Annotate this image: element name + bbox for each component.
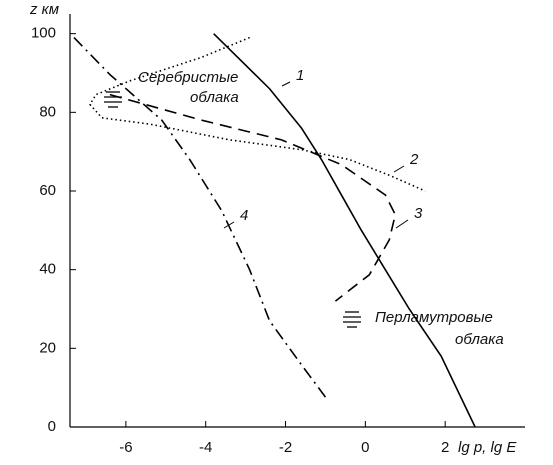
y-tick-label: 100 xyxy=(31,25,56,42)
x-tick-label: 0 xyxy=(361,439,369,456)
x-tick-label: -2 xyxy=(279,439,292,456)
y-tick-label: 40 xyxy=(39,261,56,278)
annotation: Серебристые xyxy=(138,69,238,86)
series-label: 4 xyxy=(240,207,248,224)
annotation: Перламутровые xyxy=(375,309,493,326)
y-tick-label: 0 xyxy=(48,418,56,435)
label-leader xyxy=(395,219,409,229)
y-tick-label: 80 xyxy=(39,103,56,120)
line xyxy=(109,93,397,302)
cloud-symbol xyxy=(343,311,361,328)
series-label: 1 xyxy=(296,67,304,84)
y-tick-label: 60 xyxy=(39,182,56,199)
x-tick-label: -6 xyxy=(119,439,132,456)
x-tick-label: -4 xyxy=(199,439,212,456)
label-leader xyxy=(281,81,291,87)
annotation: облака xyxy=(455,331,504,348)
line xyxy=(88,36,426,192)
x-tick-label: 2 xyxy=(441,439,449,456)
y-axis-label: z км xyxy=(29,1,59,18)
annotation: облака xyxy=(190,89,239,106)
cloud-symbol xyxy=(104,91,122,108)
line xyxy=(73,37,327,398)
y-tick-label: 20 xyxy=(39,339,56,356)
line xyxy=(213,33,476,428)
label-leader xyxy=(223,221,235,229)
series-label: 2 xyxy=(409,151,419,168)
x-axis-label: lg p, lg E xyxy=(458,439,517,456)
series-label: 3 xyxy=(414,205,423,222)
label-leader xyxy=(393,165,405,173)
